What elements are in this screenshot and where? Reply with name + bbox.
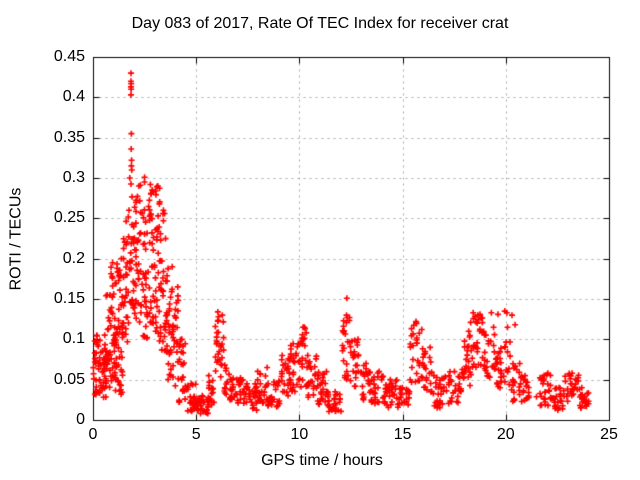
x-tick-label: 25: [600, 426, 618, 443]
y-tick-label: 0.35: [53, 128, 85, 146]
x-axis-label: GPS time / hours: [261, 452, 383, 469]
y-tick-label: 0.05: [53, 370, 85, 388]
y-tick-label: 0.4: [62, 88, 85, 106]
chart-title: Day 083 of 2017, Rate Of TEC Index for r…: [131, 15, 509, 32]
x-tick-label: 10: [290, 426, 309, 443]
y-tick-label: 0.3: [62, 169, 85, 186]
y-tick-label: 0.25: [53, 209, 85, 227]
x-tick-label: 0: [88, 426, 98, 443]
y-tick-label: 0.45: [53, 48, 85, 65]
y-tick-label: 0: [76, 411, 85, 428]
x-tick-label: 20: [496, 426, 515, 443]
y-tick-label: 0.15: [53, 290, 85, 307]
x-tick-label: 5: [191, 426, 201, 443]
y-axis-label: ROTI / TECUs: [7, 187, 25, 290]
y-tick-label: 0.1: [62, 330, 85, 348]
y-axis-label-box: ROTI / TECUs: [4, 57, 28, 420]
y-tick-label: 0.2: [62, 249, 85, 267]
x-tick-label: 15: [393, 426, 412, 443]
